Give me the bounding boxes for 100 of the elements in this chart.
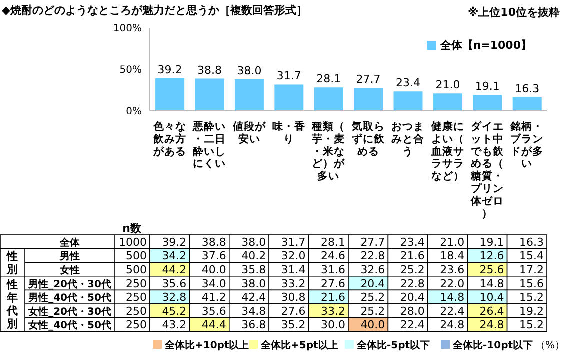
- data-label: 38.0: [242, 277, 266, 290]
- data-label: 24.8: [480, 318, 504, 332]
- text: 39.2: [158, 63, 182, 76]
- data-label: 38.8: [202, 236, 226, 249]
- y-tick-label: 女性_40代・50代: [28, 320, 112, 332]
- data-label: 25.2: [400, 264, 425, 276]
- data-label: 32.8: [162, 291, 187, 304]
- data-label: 22.4: [440, 304, 465, 318]
- x-tick-label: 悪酔い・二日酔いしにくい: [192, 120, 226, 170]
- data-label: 23.6: [440, 264, 465, 276]
- data-label: 31.7: [281, 236, 306, 249]
- data-label: 44.2: [162, 264, 187, 276]
- chart-subtitle: ※上位10位を抜粋: [468, 5, 560, 20]
- data-label: 20.4: [360, 277, 386, 290]
- data-label: 24.6: [321, 250, 346, 263]
- y-tick-label: 50%: [120, 65, 142, 76]
- data-label: 39.2: [162, 236, 187, 249]
- data-label: 22.4: [400, 318, 425, 332]
- data-label: 40.2: [242, 250, 266, 263]
- data-label: 31.6: [321, 264, 346, 276]
- data-label: 17.2: [520, 264, 544, 276]
- text: 全体比+5pt以上: [260, 340, 338, 352]
- y-tick-label: 男性_20代・30代: [28, 278, 112, 290]
- data-label: 35.6: [202, 304, 226, 318]
- data-label: 32.6: [360, 264, 386, 276]
- data-label: 38.0: [242, 236, 266, 249]
- y2-tick-label: 250: [126, 277, 147, 290]
- data-label: 16.3: [520, 236, 544, 249]
- bar: [433, 94, 462, 111]
- x-tick-label: 気取らずに飲める: [350, 121, 386, 158]
- data-label: 21.6: [321, 291, 346, 304]
- x-tick-label: 健康によい（血液サラサラなど）: [430, 120, 464, 183]
- data-label: 21.0: [440, 236, 465, 249]
- data-label: 22.8: [400, 277, 425, 290]
- data-label: 14.8: [440, 291, 465, 304]
- data-label: 32.0: [281, 250, 306, 263]
- bar: [473, 95, 502, 111]
- text: 27.7: [356, 73, 381, 86]
- text: 21.0: [436, 78, 460, 92]
- text: （%）: [535, 340, 565, 352]
- y2-tick-label: 250: [126, 318, 147, 332]
- data-label: 34.8: [242, 304, 266, 318]
- data-label: 23.4: [400, 236, 425, 249]
- legend-label: 全体【n=1000】: [440, 39, 532, 52]
- chart-title: ◆焼酎のどのようなところが魅力だと思うか［複数回答形式］: [2, 3, 308, 18]
- x-tick-label: 色々な飲み方がある: [152, 120, 186, 158]
- data-label: 30.0: [321, 318, 346, 332]
- data-label: 12.6: [480, 250, 504, 263]
- x-tick-label: 種類（芋・麦・米など）が多い: [311, 120, 346, 183]
- y-tick-label: 女性_20代・30代: [28, 306, 112, 318]
- text: 38.0: [237, 64, 262, 78]
- bar: [314, 88, 344, 111]
- y-tick-label: 男性_40代・50代: [28, 292, 112, 304]
- data-label: 19.1: [480, 236, 504, 249]
- text: 全体比+10pt以上: [164, 340, 250, 352]
- data-label: 43.2: [162, 318, 187, 332]
- data-label: 18.4: [440, 250, 465, 263]
- data-label: 25.6: [480, 264, 504, 276]
- data-label: 27.6: [281, 304, 306, 318]
- data-label: 27.7: [360, 236, 386, 249]
- data-label: 45.2: [162, 304, 187, 318]
- text: 19.1: [475, 80, 500, 94]
- text: 全体比-10pt以下: [452, 340, 534, 352]
- y2-tick-label: 1000: [119, 236, 147, 249]
- data-label: 42.4: [242, 291, 266, 304]
- data-label: 22.0: [440, 277, 465, 290]
- data-label: 34.0: [202, 277, 226, 290]
- data-label: 36.8: [242, 318, 266, 332]
- text: 31.7: [276, 70, 302, 83]
- data-label: 40.0: [360, 318, 386, 332]
- y2-tick-label: 250: [126, 291, 147, 304]
- bar: [156, 78, 185, 111]
- text: 16.3: [515, 82, 540, 96]
- data-label: 21.6: [400, 250, 425, 263]
- bar: [512, 97, 542, 111]
- data-label: 22.8: [360, 250, 386, 263]
- data-label: 35.6: [162, 277, 187, 290]
- data-label: 35.8: [242, 264, 266, 276]
- y2-tick-label: 500: [126, 250, 147, 263]
- x-tick-label: おつまみと合う: [392, 121, 425, 158]
- data-label: 35.2: [281, 318, 306, 332]
- y2-tick-label: 500: [126, 264, 147, 276]
- y-tick-label: 男性: [59, 250, 80, 263]
- y-tick-label: 全体: [59, 236, 81, 249]
- text: 性別: [6, 250, 18, 276]
- data-label: 25.2: [360, 291, 386, 304]
- x-tick-label: 値段が安い: [232, 120, 267, 146]
- y-tick-label: 女性: [59, 264, 80, 276]
- data-label: 15.2: [520, 318, 544, 332]
- text: 38.8: [198, 64, 222, 77]
- data-label: 19.2: [520, 304, 544, 318]
- data-label: 40.0: [202, 264, 226, 276]
- x-tick-label: ダイエット中でも飲める（糖質・プリン体ゼロ）: [470, 120, 505, 220]
- text: 性年代別: [6, 278, 18, 330]
- data-label: 15.6: [520, 277, 544, 290]
- data-label: 15.4: [520, 250, 544, 263]
- data-label: 25.2: [360, 304, 386, 318]
- text: n数: [122, 222, 142, 235]
- text: 23.4: [396, 76, 421, 90]
- bar: [195, 78, 224, 111]
